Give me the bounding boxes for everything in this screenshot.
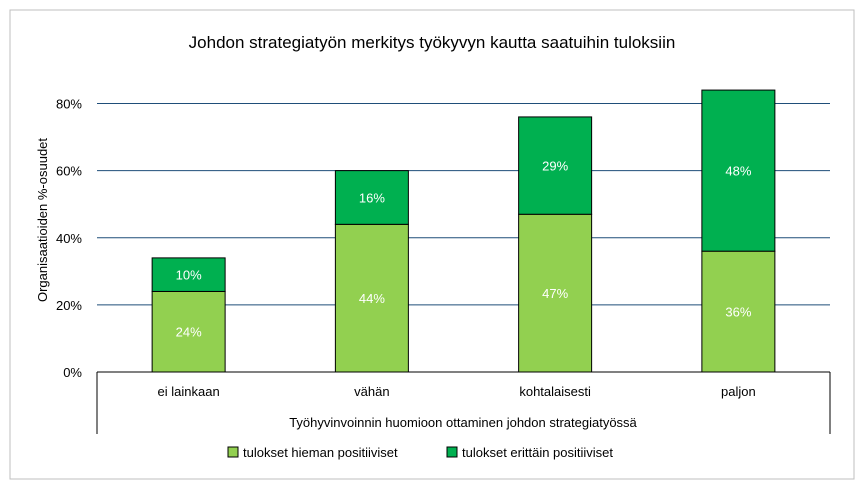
bar-segment	[334, 223, 409, 373]
bar-data-label: 29%	[542, 159, 568, 174]
x-tick-label: vähän	[354, 384, 389, 399]
legend-swatch	[446, 446, 458, 458]
y-axis-ticks: 0% 20% 40% 60% 80%	[56, 97, 82, 381]
bar-data-label: 24%	[176, 325, 202, 340]
x-axis-label: Työhyvinvoinnin huomioon ottaminen johdo…	[289, 415, 637, 430]
bar-data-label: 47%	[542, 286, 568, 301]
x-tick-label: kohtalaisesti	[519, 384, 591, 399]
legend: tulokset hieman positiiviset tulokset eri…	[227, 445, 613, 460]
bars: 24% 10% 44% 16% 47% 29% 36% 48%	[151, 89, 776, 373]
y-tick-label: 80%	[56, 97, 82, 112]
y-tick-label: 60%	[56, 164, 82, 179]
bar-data-label: 44%	[359, 291, 385, 306]
bar-data-label: 36%	[725, 305, 751, 320]
bar-segment	[701, 89, 776, 252]
legend-label: tulokset hieman positiiviset	[243, 445, 398, 460]
chart-title: Johdon strategiatyön merkitys työkyvyn k…	[189, 33, 676, 52]
bar-segment	[151, 290, 226, 373]
y-axis-label: Organisaatioiden %-osuudet	[35, 138, 50, 302]
bar-segment	[334, 170, 409, 225]
bar-segment	[518, 116, 593, 215]
x-axis-ticks: ei lainkaan vähän kohtalaisesti paljon	[158, 384, 756, 399]
x-tick-label: ei lainkaan	[158, 384, 220, 399]
bar-data-label: 16%	[359, 190, 385, 205]
bar-segment	[151, 257, 226, 292]
bar-segment	[701, 250, 776, 373]
y-tick-label: 40%	[56, 231, 82, 246]
y-tick-label: 0%	[63, 365, 82, 380]
bar-data-label: 48%	[725, 164, 751, 179]
y-tick-label: 20%	[56, 298, 82, 313]
bar-data-label: 10%	[176, 268, 202, 283]
legend-swatch	[227, 446, 239, 458]
x-tick-label: paljon	[721, 384, 756, 399]
legend-label: tulokset erittäin positiiviset	[462, 445, 613, 460]
